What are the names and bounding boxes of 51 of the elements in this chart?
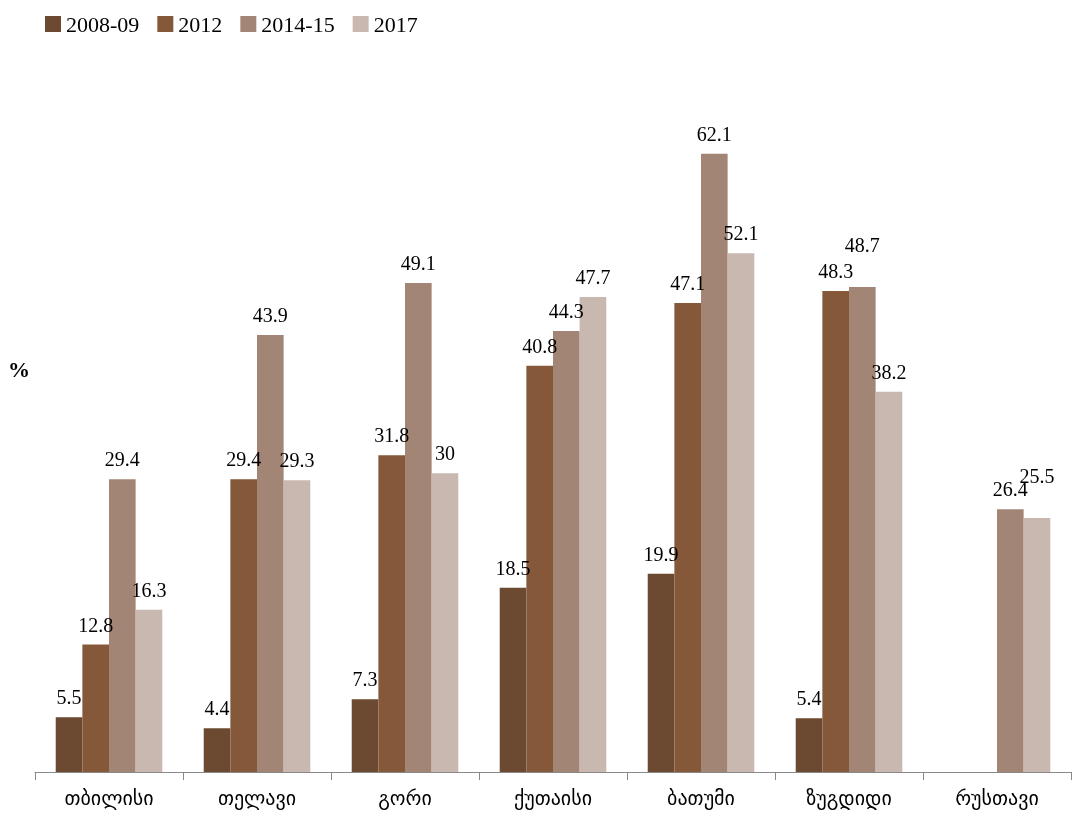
x-tick-label: თბილისი — [64, 786, 154, 810]
y-axis-title: % — [8, 356, 30, 382]
bar — [351, 699, 379, 772]
data-label: 29.3 — [279, 449, 315, 472]
bar — [283, 480, 311, 772]
x-tick-label: ზუგდიდი — [806, 786, 892, 810]
data-label: 5.5 — [56, 686, 82, 709]
data-label: 49.1 — [400, 252, 436, 275]
data-label: 43.9 — [252, 303, 288, 326]
x-tick-label: თელავი — [217, 786, 297, 810]
data-label: 40.8 — [522, 334, 558, 357]
bar — [378, 455, 405, 772]
x-tick-label: ბათუმი — [667, 786, 735, 810]
data-label: 4.4 — [204, 697, 230, 720]
bar — [55, 717, 83, 772]
x-tick-label: ქუთაისი — [513, 786, 593, 810]
bar — [203, 728, 231, 772]
bar — [230, 479, 257, 772]
data-label: 16.3 — [131, 578, 167, 601]
legend-label: 2014-15 — [261, 11, 335, 37]
data-label: 29.4 — [104, 448, 140, 471]
x-tick-label: რუსთავი — [955, 786, 1039, 810]
bar — [431, 473, 459, 772]
data-label: 31.8 — [374, 424, 410, 447]
data-label: 38.2 — [871, 360, 907, 383]
data-label: 44.3 — [548, 299, 584, 322]
bar — [1023, 518, 1051, 772]
legend-label: 2012 — [178, 11, 223, 37]
legend-label: 2008-09 — [66, 11, 140, 37]
data-label: 5.4 — [796, 687, 822, 710]
bar — [875, 391, 903, 772]
bar — [795, 718, 823, 772]
data-label: 29.4 — [226, 448, 262, 471]
bar — [997, 509, 1024, 772]
data-label: 47.7 — [575, 266, 611, 289]
bar — [727, 253, 755, 772]
data-label: 52.1 — [723, 222, 759, 245]
bar — [82, 644, 109, 772]
bar — [647, 573, 675, 772]
legend-label: 2017 — [373, 11, 418, 37]
bar — [135, 609, 163, 772]
data-label: 7.3 — [352, 668, 378, 691]
x-tick-label: გორი — [378, 786, 432, 810]
data-label: 12.8 — [78, 613, 114, 636]
data-label: 30 — [434, 442, 455, 465]
data-label: 62.1 — [696, 122, 732, 145]
bar — [822, 291, 849, 772]
data-label: 47.1 — [670, 272, 706, 295]
data-label: 48.7 — [844, 234, 880, 257]
data-label: 48.3 — [818, 260, 854, 283]
bar — [499, 587, 527, 772]
